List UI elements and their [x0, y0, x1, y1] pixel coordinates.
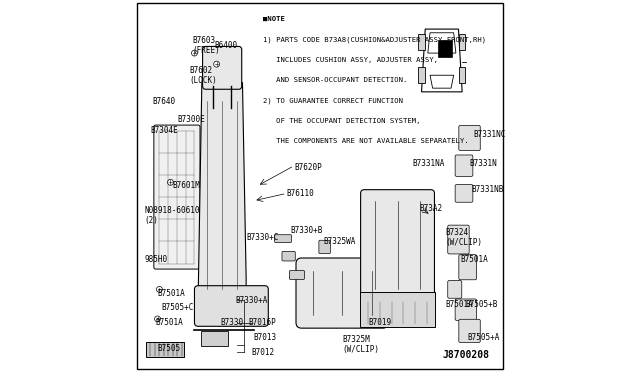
FancyBboxPatch shape	[459, 67, 465, 83]
Text: B7331NA: B7331NA	[412, 159, 445, 169]
Text: B7331NB: B7331NB	[472, 185, 504, 194]
FancyBboxPatch shape	[296, 258, 388, 328]
Text: B7601M: B7601M	[172, 182, 200, 190]
Text: N08918-60610
(2): N08918-60610 (2)	[145, 206, 200, 225]
FancyBboxPatch shape	[275, 235, 292, 243]
FancyBboxPatch shape	[459, 255, 477, 280]
Text: 1) PARTS CODE B73A8(CUSHION&ADJUSTER ASSY-FRONT,RH): 1) PARTS CODE B73A8(CUSHION&ADJUSTER ASS…	[263, 36, 486, 43]
Text: INCLUDES CUSHION ASSY, ADJUSTER ASSY,: INCLUDES CUSHION ASSY, ADJUSTER ASSY,	[263, 57, 438, 63]
Text: B7324
(W/CLIP): B7324 (W/CLIP)	[445, 228, 483, 247]
Text: B6400: B6400	[215, 41, 238, 50]
Text: 2) TO GUARANTEE CORRECT FUNCTION: 2) TO GUARANTEE CORRECT FUNCTION	[263, 97, 403, 104]
Text: B7304E: B7304E	[150, 126, 178, 135]
Text: B7013: B7013	[253, 333, 276, 342]
FancyBboxPatch shape	[201, 331, 228, 346]
Text: B7330+A: B7330+A	[235, 296, 268, 305]
Bar	[438, 40, 452, 57]
FancyBboxPatch shape	[455, 155, 473, 176]
Circle shape	[214, 61, 220, 67]
Text: B73A2: B73A2	[420, 203, 443, 213]
Text: B7505: B7505	[157, 344, 180, 353]
Polygon shape	[198, 83, 246, 297]
Text: ■NOTE: ■NOTE	[263, 16, 285, 22]
FancyBboxPatch shape	[448, 280, 462, 298]
Text: B7602
(LOCK): B7602 (LOCK)	[189, 65, 217, 85]
Text: B7019: B7019	[368, 318, 391, 327]
Text: B7330+C: B7330+C	[246, 233, 278, 242]
Circle shape	[191, 50, 197, 56]
Text: B7505+A: B7505+A	[468, 333, 500, 342]
FancyBboxPatch shape	[154, 125, 200, 269]
Text: B7330: B7330	[220, 318, 243, 327]
Text: B7501A: B7501A	[460, 255, 488, 264]
Text: B7603
(FREE): B7603 (FREE)	[193, 36, 220, 55]
FancyBboxPatch shape	[146, 342, 184, 357]
FancyBboxPatch shape	[459, 125, 480, 151]
Text: J8700208: J8700208	[443, 350, 490, 359]
FancyBboxPatch shape	[319, 240, 330, 254]
Text: B7300E: B7300E	[178, 115, 205, 124]
FancyBboxPatch shape	[289, 270, 305, 279]
Text: B7331NC: B7331NC	[473, 130, 506, 139]
FancyBboxPatch shape	[195, 286, 268, 326]
Text: B7330+B: B7330+B	[291, 226, 323, 235]
Text: OF THE OCCUPANT DETECTION SYSTEM,: OF THE OCCUPANT DETECTION SYSTEM,	[263, 118, 420, 124]
Text: B7620P: B7620P	[294, 163, 322, 172]
Text: B7501A: B7501A	[156, 318, 184, 327]
Text: AND SENSOR-OCCUPANT DETECTION.: AND SENSOR-OCCUPANT DETECTION.	[263, 77, 407, 83]
FancyBboxPatch shape	[455, 299, 477, 320]
Text: B7505+B: B7505+B	[466, 300, 498, 309]
FancyBboxPatch shape	[360, 292, 435, 327]
FancyBboxPatch shape	[418, 67, 425, 83]
Text: B7640: B7640	[152, 97, 175, 106]
Text: B7325WA: B7325WA	[324, 237, 356, 246]
FancyBboxPatch shape	[448, 225, 469, 254]
Circle shape	[168, 179, 173, 185]
Text: B7501A: B7501A	[445, 300, 474, 309]
FancyBboxPatch shape	[459, 319, 480, 343]
Text: B76110: B76110	[287, 189, 314, 198]
Text: B7331N: B7331N	[470, 159, 497, 169]
Text: B7325M
(W/CLIP): B7325M (W/CLIP)	[342, 335, 379, 355]
Text: B7505+C: B7505+C	[161, 303, 194, 312]
FancyBboxPatch shape	[360, 190, 435, 301]
Text: B7016P: B7016P	[248, 318, 276, 327]
Text: B7012: B7012	[252, 348, 275, 357]
Text: B7501A: B7501A	[157, 289, 186, 298]
FancyBboxPatch shape	[282, 251, 295, 261]
FancyBboxPatch shape	[459, 34, 465, 50]
Text: 985H0: 985H0	[145, 255, 168, 264]
Polygon shape	[422, 29, 462, 92]
FancyBboxPatch shape	[455, 185, 473, 202]
Text: THE COMPONENTS ARE NOT AVAILABLE SEPARATELY.: THE COMPONENTS ARE NOT AVAILABLE SEPARAT…	[263, 138, 468, 144]
FancyBboxPatch shape	[203, 46, 242, 89]
Circle shape	[155, 316, 161, 322]
FancyBboxPatch shape	[418, 34, 425, 50]
Circle shape	[156, 286, 163, 292]
